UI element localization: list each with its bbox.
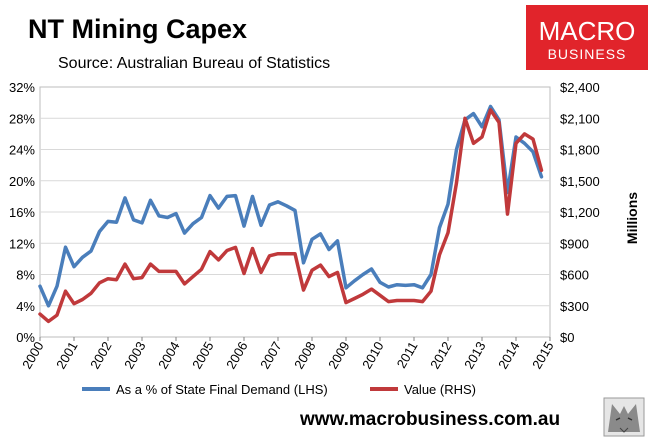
y-right-tick-label: $1,500 <box>560 174 600 189</box>
y-axis-left: 0% 4% 8% 12% 16% 20% 24% 28% 32% <box>9 80 35 345</box>
chart-subtitle: Source: Australian Bureau of Statistics <box>58 55 330 72</box>
y-right-tick-label: $1,200 <box>560 205 600 220</box>
chart-title: NT Mining Capex <box>28 14 247 44</box>
y-left-tick-label: 20% <box>9 174 35 189</box>
legend-label-lhs: As a % of State Final Demand (LHS) <box>116 382 328 397</box>
x-tick-label: 2008 <box>291 339 318 372</box>
y-right-tick-label: $0 <box>560 330 574 345</box>
y-left-tick-label: 32% <box>9 80 35 95</box>
x-tick-label: 2009 <box>325 339 352 372</box>
x-tick-label: 2003 <box>121 339 148 372</box>
series-group <box>38 104 544 324</box>
logo-background <box>526 5 648 70</box>
y-left-tick-label: 12% <box>9 236 35 251</box>
x-tick-label: 2004 <box>155 339 182 372</box>
logo-line1: MACRO <box>539 16 636 46</box>
x-tick-label: 2006 <box>223 339 250 372</box>
y-left-tick-label: 28% <box>9 111 35 126</box>
macrobusiness-logo: MACRO BUSINESS <box>526 5 648 70</box>
y-left-tick-label: 4% <box>16 299 35 314</box>
x-tick-label: 2014 <box>495 339 522 372</box>
y-axis-right: $0 $300 $600 $900 $1,200 $1,500 $1,800 $2,100 $2… <box>560 80 600 345</box>
x-tick-label: 2010 <box>359 339 386 372</box>
x-tick-label: 2001 <box>53 339 80 372</box>
x-tick-label: 2011 <box>394 339 421 371</box>
x-tick-label: 2002 <box>87 339 114 372</box>
y-right-tick-label: $1,800 <box>560 143 600 158</box>
gridlines <box>40 117 550 307</box>
logo-line2: BUSINESS <box>548 46 627 62</box>
y-right-tick-label: $2,400 <box>560 80 600 95</box>
x-tick-label: 2005 <box>189 339 216 372</box>
wolf-avatar-icon <box>603 397 645 437</box>
y-right-tick-label: $2,100 <box>560 111 600 126</box>
y-right-tick-label: $600 <box>560 268 589 283</box>
x-tick-label: 2007 <box>257 339 284 372</box>
y-left-tick-label: 16% <box>9 205 35 220</box>
legend-label-rhs: Value (RHS) <box>404 382 476 397</box>
y-right-tick-label: $300 <box>560 299 589 314</box>
y-left-tick-label: 0% <box>16 330 35 345</box>
website-url: www.macrobusiness.com.au <box>299 409 560 430</box>
y-axis-right-label: Millions <box>624 192 640 244</box>
series-line-state-final-demand <box>38 104 544 308</box>
x-axis: 2000 2001 2002 2003 2004 2005 2006 2007 2008 2009… <box>19 337 557 372</box>
series-line-value <box>38 108 544 324</box>
y-left-tick-label: 24% <box>9 143 35 158</box>
y-right-tick-label: $900 <box>560 236 589 251</box>
x-tick-label: 2015 <box>529 339 556 372</box>
x-tick-label: 2013 <box>461 339 488 372</box>
x-tick-label: 2012 <box>427 339 454 372</box>
legend: As a % of State Final Demand (LHS) Value… <box>82 382 476 397</box>
y-left-tick-label: 8% <box>16 268 35 283</box>
